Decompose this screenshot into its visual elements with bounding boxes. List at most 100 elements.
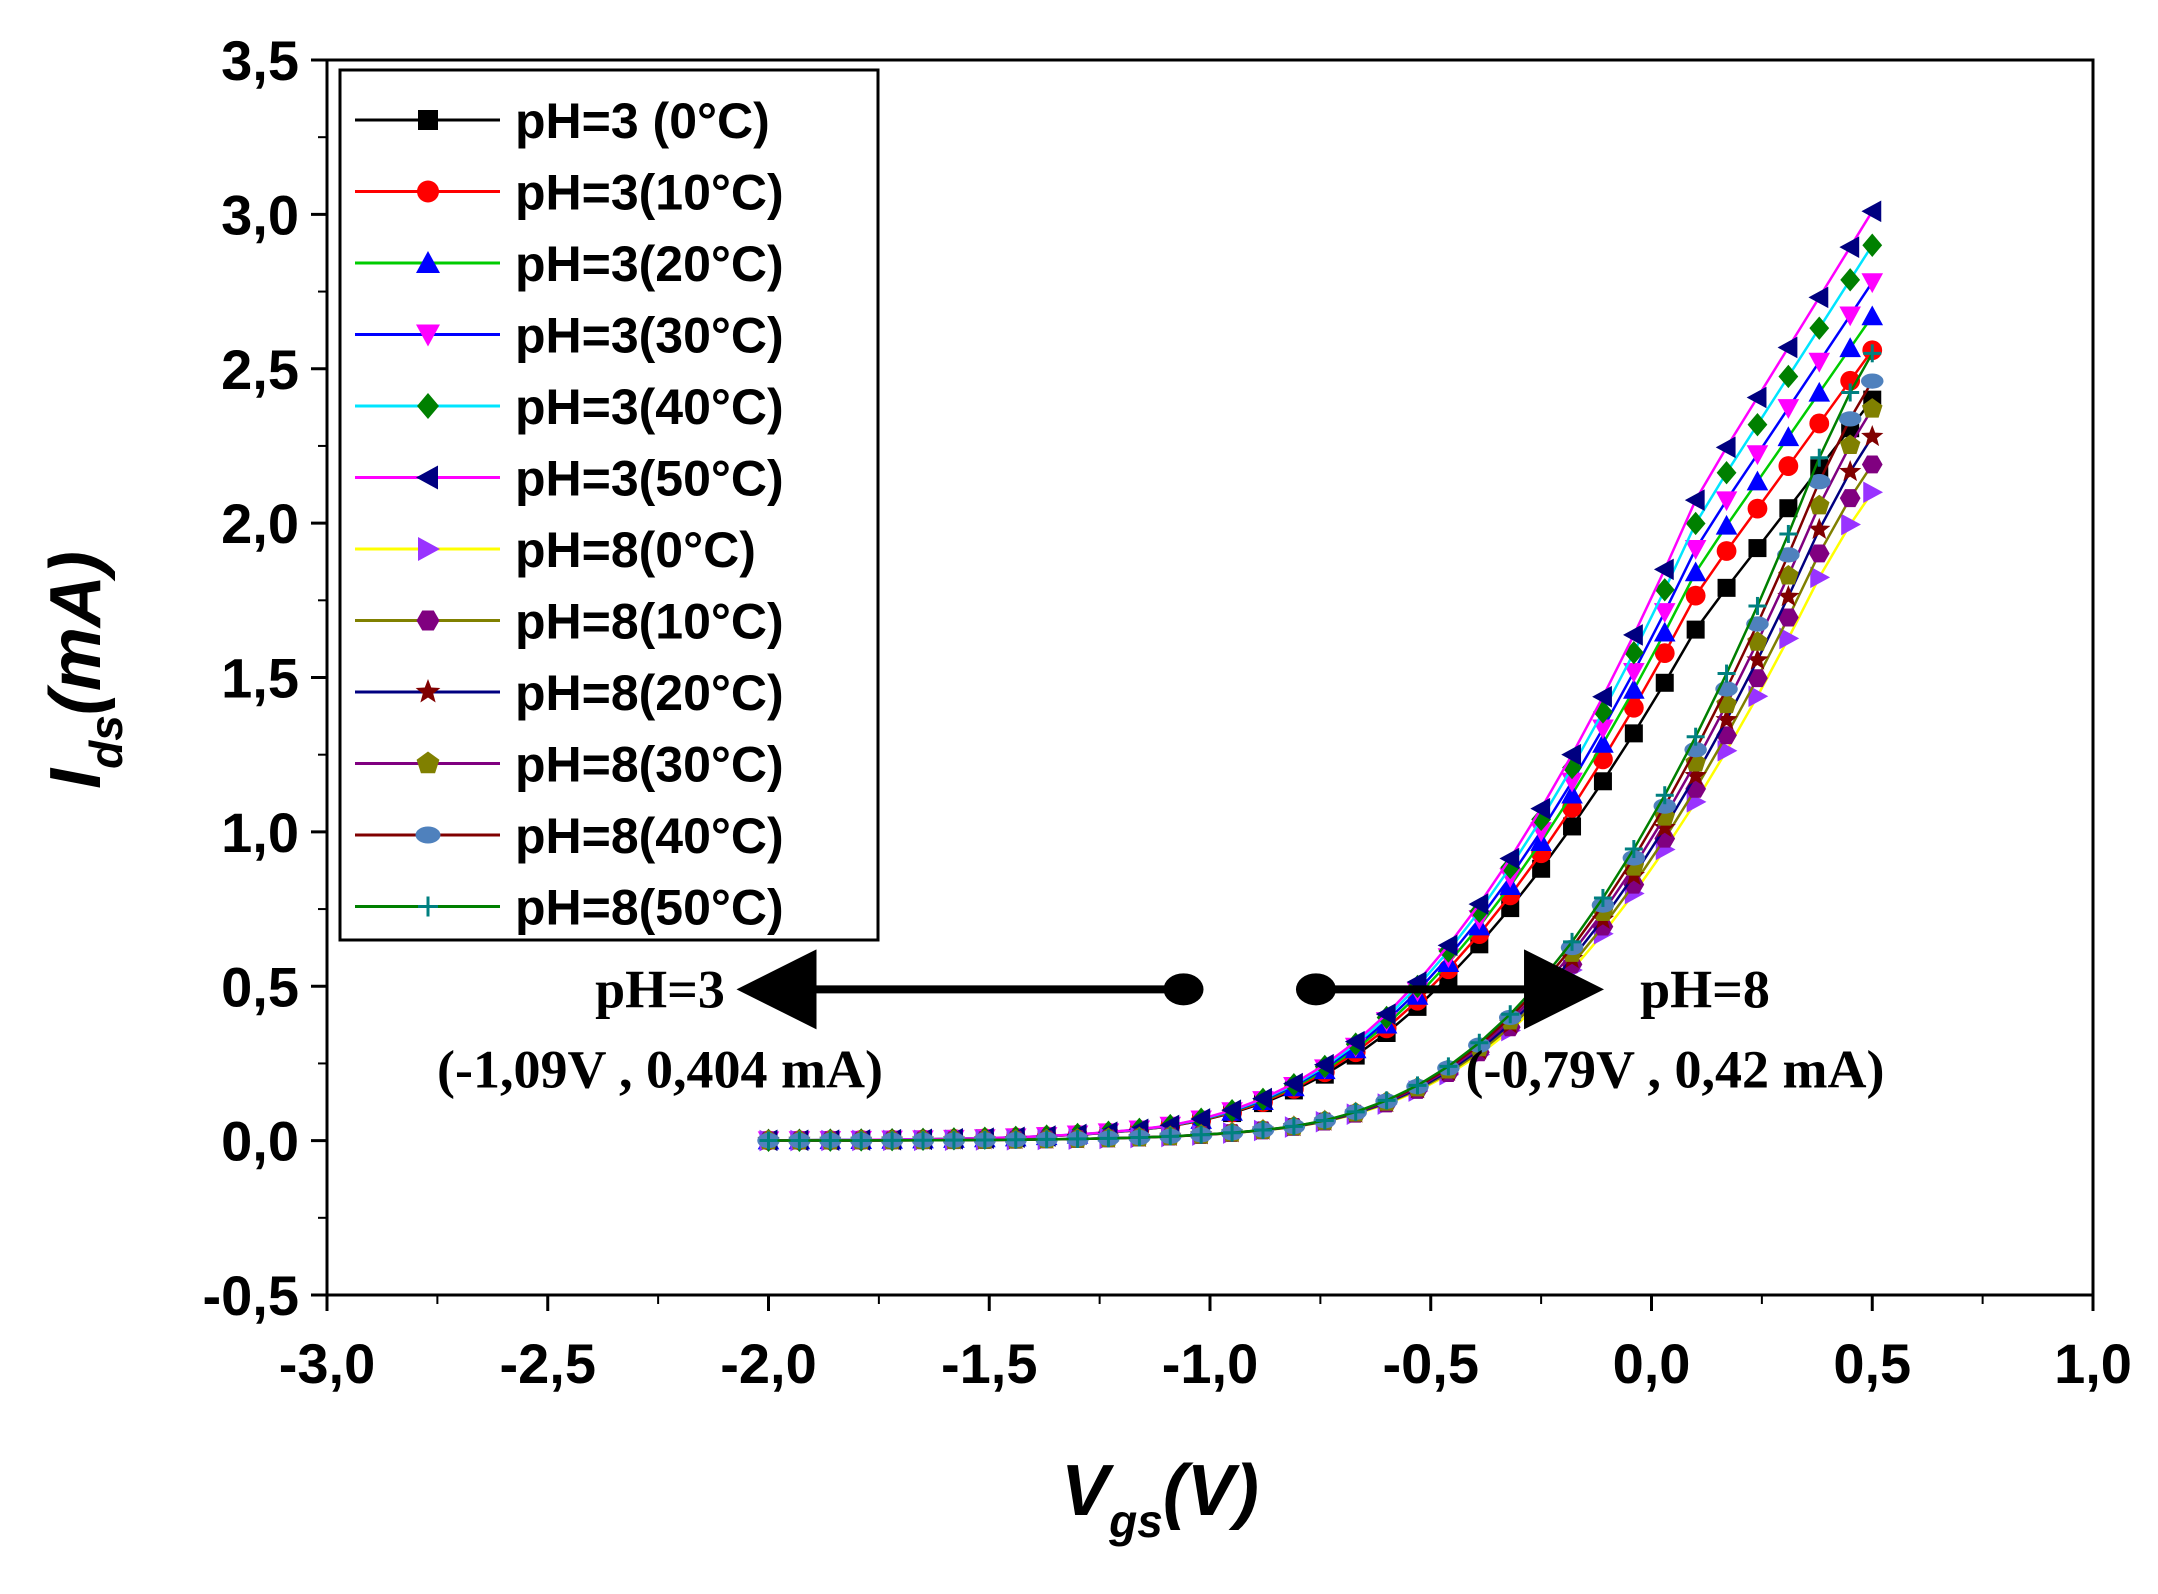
data-point [1593, 772, 1612, 791]
legend-item: pH=8(20°C) [355, 665, 784, 721]
data-point [1808, 352, 1831, 373]
legend: pH=3 (0°C) pH=3(10°C) pH=3(20°C) pH=3(30°C)… [338, 68, 880, 942]
data-point [1437, 934, 1458, 957]
data-point [1624, 724, 1643, 743]
legend-label: pH=8(40°C) [515, 808, 784, 864]
data-point [1841, 383, 1860, 402]
data-point [1653, 621, 1676, 642]
data-point [418, 896, 438, 917]
data-point [416, 251, 440, 273]
data-point [1563, 817, 1582, 836]
data-point [416, 751, 440, 774]
legend-label: pH=3(10°C) [515, 165, 784, 221]
data-point [1653, 558, 1674, 581]
data-point [1839, 489, 1861, 508]
annotation-coordinates: (-0,79V , 0,42 mA) [1466, 1039, 1885, 1099]
legend-label: pH=8(30°C) [515, 737, 784, 793]
data-point [914, 1131, 933, 1150]
data-point [1862, 233, 1883, 257]
data-point [1779, 499, 1798, 518]
data-point [1861, 373, 1884, 389]
y-tick-label: 2,0 [221, 492, 299, 555]
data-point [415, 826, 441, 844]
data-point [1408, 1076, 1427, 1095]
data-point [1838, 411, 1862, 427]
data-point [1684, 489, 1705, 511]
annotation-label: pH=3 [595, 959, 725, 1019]
data-point [1808, 544, 1830, 563]
data-point [1130, 1128, 1149, 1147]
data-point [1777, 584, 1800, 607]
data-point [1592, 917, 1614, 936]
data-point [1654, 578, 1675, 602]
data-point [790, 1131, 809, 1150]
legend-label: pH=3(50°C) [515, 451, 784, 507]
data-point [1746, 386, 1767, 409]
legend-box [338, 68, 880, 942]
data-point [1655, 786, 1674, 805]
data-point [1748, 596, 1767, 615]
y-tick-label: 0,5 [221, 955, 299, 1018]
data-point [1715, 491, 1738, 512]
data-point [418, 537, 440, 561]
x-tick-label: -1,5 [941, 1332, 1038, 1395]
data-point [1161, 1127, 1180, 1146]
data-point [1501, 1005, 1520, 1024]
data-point [1717, 664, 1736, 683]
annotation-coordinates: (-1,09V , 0,404 mA) [437, 1039, 883, 1099]
data-point [1746, 470, 1769, 491]
data-point [1808, 473, 1831, 490]
data-point [1715, 514, 1738, 535]
data-point [944, 1131, 963, 1150]
data-point [1778, 608, 1799, 627]
data-point [417, 393, 439, 419]
data-point [1716, 460, 1737, 485]
data-point [1593, 749, 1613, 770]
data-point [1861, 455, 1883, 474]
data-point [1221, 1099, 1242, 1121]
data-point [1532, 859, 1551, 878]
data-point [1861, 273, 1884, 294]
data-point [1746, 648, 1769, 670]
data-point [821, 1131, 840, 1150]
data-point [1747, 498, 1768, 519]
legend-label: pH=3(30°C) [515, 308, 784, 364]
data-point [416, 465, 438, 490]
data-point [1748, 539, 1767, 558]
data-point [1283, 1072, 1303, 1095]
data-point [1592, 719, 1614, 740]
data-point [1840, 268, 1861, 292]
data-point [1653, 816, 1676, 838]
data-point [1861, 424, 1884, 447]
data-point [1686, 727, 1705, 746]
series-layer [757, 200, 1884, 1153]
legend-item: pH=8(30°C) [355, 737, 784, 793]
legend-item: pH=3(40°C) [355, 379, 784, 435]
x-tick-label: -1,0 [1162, 1332, 1259, 1395]
data-point [1068, 1129, 1087, 1148]
legend-label: pH=3(40°C) [515, 379, 784, 435]
legend-item: pH=3(20°C) [355, 236, 784, 292]
y-tick-label: 1,5 [221, 647, 299, 710]
legend-item: pH=8(50°C) [355, 880, 784, 936]
data-point [1747, 669, 1768, 688]
data-point [1313, 1053, 1334, 1076]
data-point [1839, 460, 1862, 482]
data-point [1716, 541, 1737, 561]
y-tick-label: 3,5 [221, 29, 299, 92]
data-point [1777, 399, 1800, 419]
data-point [1653, 798, 1676, 814]
data-point [1623, 678, 1645, 699]
data-point [1623, 624, 1643, 646]
data-point [1315, 1111, 1334, 1130]
data-point [1839, 434, 1861, 455]
data-point [1777, 426, 1800, 447]
data-point [1717, 739, 1738, 762]
data-point [1841, 513, 1861, 536]
data-point [1839, 337, 1861, 358]
data-point [1779, 524, 1798, 543]
data-point [1006, 1130, 1025, 1149]
data-point [1344, 1030, 1365, 1053]
threshold-marker [1295, 973, 1336, 1006]
